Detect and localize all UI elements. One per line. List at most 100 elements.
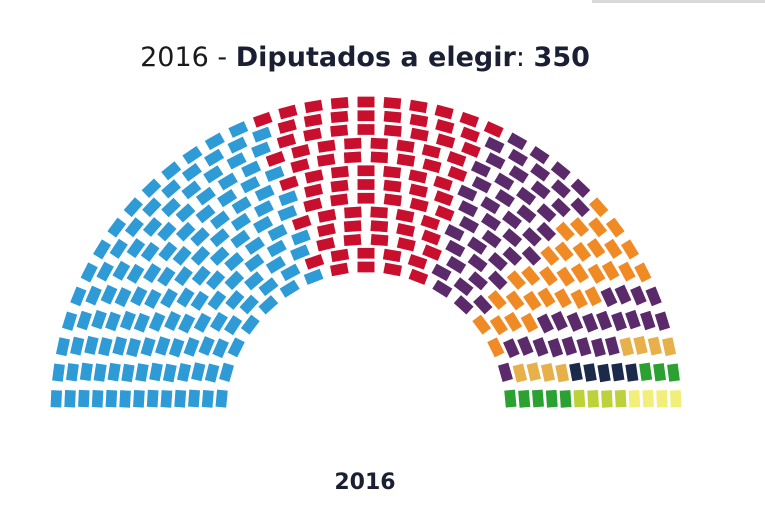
title-year: 2016 (140, 42, 209, 73)
seat (642, 389, 654, 408)
seat (457, 184, 478, 202)
seat (647, 336, 662, 356)
seat (244, 253, 265, 273)
seat (383, 110, 402, 124)
seat (126, 263, 145, 284)
title-colon: : (515, 42, 525, 73)
seat (554, 288, 572, 309)
seat (279, 175, 299, 192)
seat (453, 295, 474, 315)
seat (611, 362, 625, 382)
seat (161, 179, 182, 199)
seat (252, 111, 273, 128)
seat (435, 118, 455, 134)
seat (98, 337, 113, 357)
seat (561, 336, 578, 356)
seat (556, 266, 575, 287)
seat (370, 151, 389, 164)
seat (421, 144, 441, 159)
seat (512, 363, 528, 383)
seat (505, 290, 525, 311)
seat (614, 284, 632, 305)
seat (587, 263, 606, 284)
seat (572, 241, 592, 262)
seat (545, 389, 558, 408)
seat (435, 133, 456, 149)
seat (502, 246, 523, 266)
seat (217, 172, 238, 191)
seat (290, 244, 310, 261)
seat (471, 176, 492, 194)
seat (160, 390, 173, 408)
seat (555, 363, 570, 383)
seat (357, 261, 375, 273)
seat (536, 203, 557, 223)
seat (141, 178, 162, 198)
seat (434, 205, 455, 222)
seat (357, 247, 375, 259)
seat (251, 141, 271, 158)
seat (408, 183, 428, 198)
seat (516, 186, 537, 206)
seat (209, 311, 228, 332)
seat (620, 239, 639, 260)
seat (396, 139, 415, 153)
seat (215, 389, 228, 408)
seat (494, 189, 515, 208)
seat (93, 363, 107, 382)
seat (625, 309, 641, 330)
seat (193, 312, 212, 333)
seat (583, 363, 597, 382)
seat (434, 104, 454, 120)
seat (532, 337, 549, 357)
seat (487, 337, 505, 358)
seat (205, 270, 226, 291)
seat (330, 262, 349, 277)
seat (61, 311, 78, 331)
seat (317, 139, 336, 153)
seat (133, 389, 145, 408)
seat (190, 227, 210, 247)
seat (523, 290, 542, 311)
seat (176, 362, 192, 382)
seat (195, 204, 216, 224)
seat (481, 229, 502, 249)
seat (209, 228, 230, 248)
seat (304, 169, 324, 184)
seat (126, 238, 146, 259)
seat (370, 234, 389, 247)
seat (604, 238, 623, 259)
seat (611, 311, 627, 332)
seat (446, 255, 467, 274)
seat (258, 277, 279, 297)
seat (112, 260, 131, 281)
seat (217, 189, 238, 208)
seat (507, 132, 528, 151)
seat (100, 284, 118, 305)
seat (468, 271, 488, 291)
seat (501, 210, 523, 230)
seat (143, 263, 162, 284)
seat (172, 245, 192, 266)
seat (135, 363, 149, 382)
seat (421, 229, 441, 246)
seat (559, 390, 572, 408)
seat (383, 179, 402, 193)
seat (209, 210, 231, 230)
seat (64, 389, 76, 408)
seat (124, 217, 144, 238)
seat (140, 337, 156, 357)
seat (144, 288, 162, 310)
seat (231, 196, 252, 215)
seat (93, 239, 112, 260)
seat (569, 362, 583, 382)
seat (383, 165, 402, 179)
seat (409, 99, 428, 114)
seat (581, 312, 599, 333)
seat (540, 362, 556, 382)
seat (445, 239, 466, 258)
seat (96, 261, 114, 282)
seat (228, 121, 249, 138)
seat (114, 287, 132, 308)
seat (291, 214, 312, 231)
